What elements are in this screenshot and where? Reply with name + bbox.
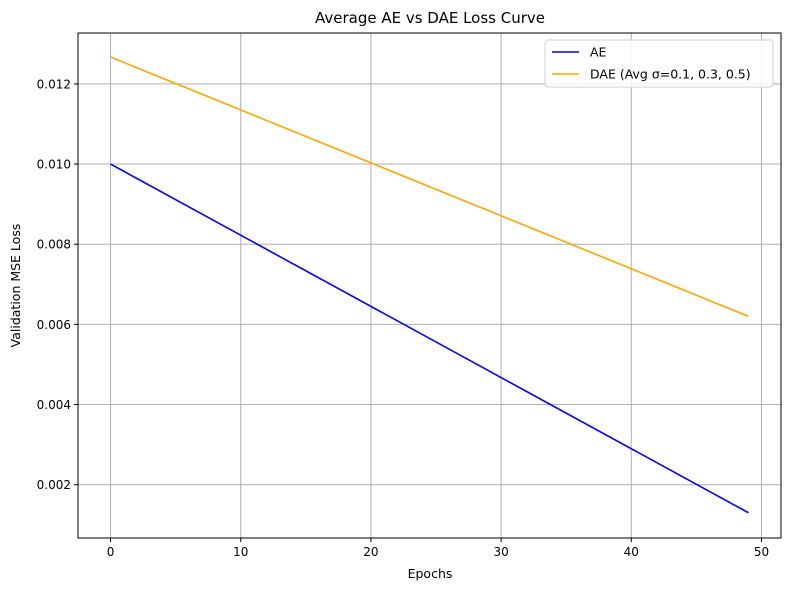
legend-label-ae: AE xyxy=(590,45,607,60)
x-tick-label: 20 xyxy=(363,545,378,559)
y-tick-label: 0.006 xyxy=(37,318,71,332)
x-tick-label: 50 xyxy=(754,545,769,559)
chart-title: Average AE vs DAE Loss Curve xyxy=(315,9,545,27)
x-tick-label: 40 xyxy=(624,545,639,559)
grid-layer xyxy=(78,33,781,538)
series-line-ae xyxy=(110,163,749,514)
series-line-dae xyxy=(110,56,749,318)
y-tick-label: 0.004 xyxy=(37,398,71,412)
legend-box xyxy=(544,39,774,88)
y-tick-label: 0.010 xyxy=(37,158,71,172)
x-tick-label: 10 xyxy=(233,545,248,559)
y-tick-label: 0.012 xyxy=(37,77,71,91)
tick-layer: 0 10 20 30 40 50 0.002 0.004 0.006 0.008 0.010 0.01… xyxy=(37,77,769,559)
x-tick-label: 30 xyxy=(493,545,508,559)
legend-label-dae: DAE (Avg σ=0.1, 0.3, 0.5) xyxy=(590,67,751,82)
legend: AE DAE (Avg σ=0.1, 0.3, 0.5) xyxy=(544,39,774,88)
y-tick-label: 0.002 xyxy=(37,478,71,492)
series-layer xyxy=(110,56,749,514)
x-axis-label: Epochs xyxy=(408,566,453,581)
axes-frame xyxy=(77,32,782,539)
x-tick-label: 0 xyxy=(107,545,115,559)
y-tick-label: 0.008 xyxy=(37,238,71,252)
y-axis-label: Validation MSE Loss xyxy=(8,224,23,348)
